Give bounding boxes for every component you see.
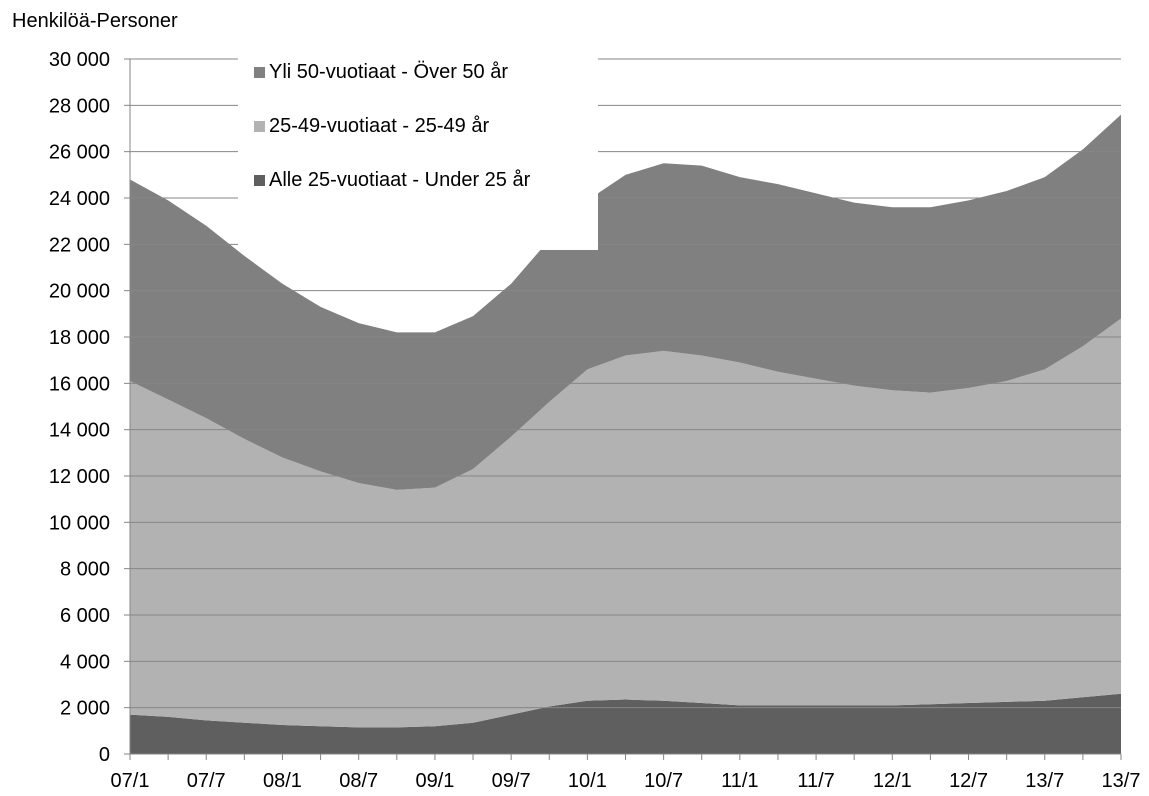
x-tick-label: 11/7 bbox=[797, 770, 834, 792]
legend-label: Alle 25-vuotiaat - Under 25 år bbox=[269, 169, 531, 191]
y-tick-label: 28 000 bbox=[49, 95, 110, 117]
x-tick-label: 07/1 bbox=[111, 770, 150, 792]
x-tick-label: 13/7 bbox=[1025, 770, 1064, 792]
legend-item: Alle 25-vuotiaat - Under 25 år bbox=[254, 168, 588, 192]
legend-swatch bbox=[254, 175, 265, 186]
x-tick-label: 10/1 bbox=[568, 770, 607, 792]
area bbox=[130, 318, 1121, 728]
x-tick-label: 08/1 bbox=[263, 770, 302, 792]
y-tick-label: 16 000 bbox=[49, 373, 110, 395]
y-tick-label: 12 000 bbox=[49, 466, 110, 488]
y-axis-label: Henkilöä-Personer bbox=[12, 10, 178, 32]
legend-swatch bbox=[254, 67, 265, 78]
legend: Yli 50-vuotiaat - Över 50 år 25-49-vuotia… bbox=[238, 48, 598, 250]
area bbox=[130, 114, 1121, 490]
legend-swatch bbox=[254, 121, 265, 132]
x-tick-label: 12/7 bbox=[949, 770, 988, 792]
y-tick-label: 6 000 bbox=[60, 605, 110, 627]
y-tick-label: 18 000 bbox=[49, 327, 110, 349]
plot-areas bbox=[130, 114, 1121, 754]
area bbox=[130, 693, 1121, 754]
y-tick-label: 8 000 bbox=[60, 559, 110, 581]
x-tick-label: 13/7 bbox=[1102, 770, 1141, 792]
x-tick-label: 09/1 bbox=[415, 770, 454, 792]
y-tick-label: 24 000 bbox=[49, 188, 110, 210]
x-tick-label: 12/1 bbox=[873, 770, 912, 792]
y-tick-label: 4 000 bbox=[60, 651, 110, 673]
x-tick-label: 07/7 bbox=[187, 770, 226, 792]
y-tick-label: 2 000 bbox=[60, 698, 110, 720]
legend-item: 25-49-vuotiaat - 25-49 år bbox=[254, 114, 588, 138]
y-tick-label: 0 bbox=[99, 744, 110, 766]
legend-label: Yli 50-vuotiaat - Över 50 år bbox=[269, 61, 508, 83]
y-tick-label: 30 000 bbox=[49, 49, 110, 71]
y-tick-label: 20 000 bbox=[49, 281, 110, 303]
x-tick-label: 09/7 bbox=[492, 770, 531, 792]
y-tick-label: 22 000 bbox=[49, 234, 110, 256]
x-tick-label: 08/7 bbox=[339, 770, 378, 792]
y-tick-label: 10 000 bbox=[49, 512, 110, 534]
y-tick-label: 14 000 bbox=[49, 420, 110, 442]
legend-label: 25-49-vuotiaat - 25-49 år bbox=[269, 115, 490, 137]
x-tick-label: 11/1 bbox=[721, 770, 758, 792]
x-tick-label: 10/7 bbox=[644, 770, 683, 792]
y-tick-label: 26 000 bbox=[49, 142, 110, 164]
legend-item: Yli 50-vuotiaat - Över 50 år bbox=[254, 60, 588, 84]
